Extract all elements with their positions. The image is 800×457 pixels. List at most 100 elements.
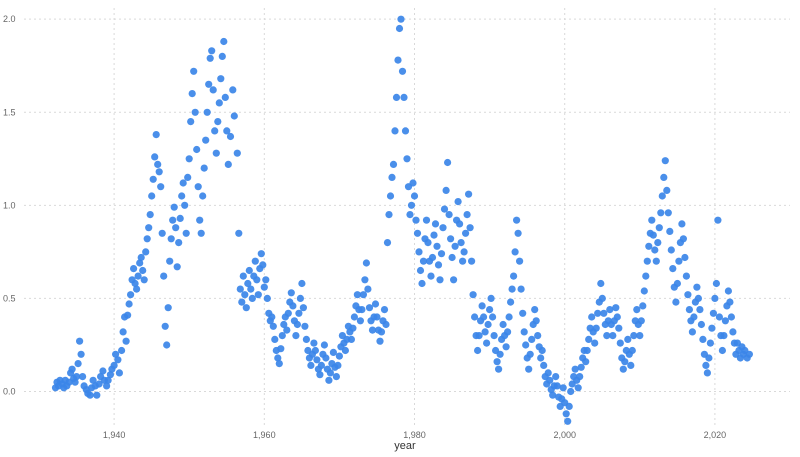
data-point [169,216,177,224]
data-point [356,317,364,325]
data-point [364,285,372,293]
data-point [383,239,392,247]
data-point [457,239,465,247]
data-point [359,291,367,299]
data-point [428,253,437,262]
data-point [654,239,662,247]
data-point [68,365,76,373]
data-point [313,356,321,364]
y-tick-label: 1.5 [3,107,16,117]
data-point [385,211,393,219]
data-point [263,294,271,302]
data-point [437,250,446,258]
data-point [613,313,621,321]
data-point [229,86,237,94]
data-point [394,56,402,64]
x-tick-label: 1,940 [103,430,126,440]
data-point [104,376,112,384]
data-point [606,306,614,314]
data-point [490,332,498,340]
data-point [440,205,449,213]
data-point [146,211,154,219]
data-point [600,309,608,317]
data-point [347,335,355,343]
data-point [124,311,132,319]
data-point [401,127,410,135]
data-point [609,332,617,340]
data-point [316,371,324,379]
data-point [708,324,716,332]
data-point [131,279,139,288]
data-point [277,345,285,353]
data-point [528,335,536,343]
data-point [329,348,337,356]
data-point [254,291,262,299]
data-point [376,337,384,345]
data-point [140,276,148,284]
data-point [486,306,494,314]
data-point [663,186,671,194]
data-point [93,391,101,399]
data-point [217,75,225,83]
data-point [274,354,282,362]
data-point [182,229,190,237]
data-point [320,341,328,349]
data-point [142,248,150,256]
data-point [504,328,512,336]
data-point [395,24,404,33]
data-point [145,224,153,232]
data-point [235,229,243,237]
data-point [594,309,602,317]
data-point [505,313,513,321]
data-point [567,387,575,396]
data-point [350,313,358,321]
data-point [341,346,349,355]
data-point [311,346,319,355]
data-point [745,350,754,358]
data-point [507,298,515,306]
data-point [642,272,650,280]
data-point [382,320,390,329]
data-point [697,320,706,329]
data-point [588,313,596,321]
data-point [633,306,641,314]
data-point [480,313,488,321]
x-tick-label: 1,980 [403,430,426,440]
data-point [170,203,178,211]
y-tick-label: 2.0 [3,14,16,24]
data-point [574,384,582,392]
data-point [334,361,342,369]
data-point [424,239,432,247]
data-point [564,417,572,425]
data-point [514,229,522,237]
data-point [465,190,473,198]
data-point [154,160,162,168]
data-point [471,313,479,321]
data-point [422,216,431,224]
data-point [158,229,166,237]
data-point [187,118,195,126]
data-point [664,209,672,217]
data-point [616,339,624,347]
y-tick-label: 0.0 [3,386,16,396]
data-point [86,391,94,399]
data-point [397,15,405,23]
data-point [218,52,226,61]
data-point [427,272,435,280]
data-point [221,93,229,101]
data-point [238,298,246,306]
data-point [433,242,441,250]
data-point [661,157,669,165]
data-point [667,246,675,254]
data-point [418,279,426,288]
data-point [474,346,482,355]
data-point [362,259,370,267]
data-point [675,257,683,265]
data-point [516,257,524,265]
data-point [406,211,414,219]
data-point [469,291,477,299]
data-point [115,369,123,377]
data-point [630,332,638,340]
